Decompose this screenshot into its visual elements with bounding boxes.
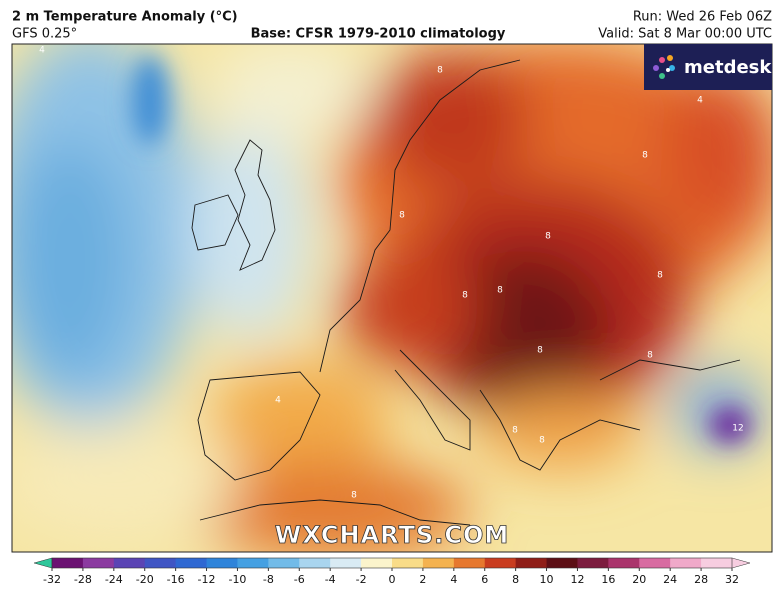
- contour-label: 8: [462, 291, 468, 301]
- colorbar-tick-label: -2: [356, 573, 367, 586]
- colorbar-tick-label: 6: [481, 573, 488, 586]
- colorbar-tick-label: -6: [294, 573, 305, 586]
- colorbar-segment: [82, 558, 115, 568]
- colorbar-segment: [206, 558, 238, 568]
- watermark: WXCHARTS.COM: [275, 521, 509, 549]
- logo-icon: [653, 55, 675, 79]
- colorbar-segment: [453, 558, 486, 568]
- contour-label: 8: [657, 271, 663, 281]
- colorbar-tick-label: -4: [325, 573, 336, 586]
- colorbar-tick-label: 20: [632, 573, 646, 586]
- colorbar-tick-label: 24: [663, 573, 677, 586]
- contour-label: 8: [545, 232, 551, 242]
- contour-label: 12: [732, 424, 743, 434]
- colorbar-tick-label: 12: [570, 573, 584, 586]
- colorbar-segment: [577, 558, 609, 568]
- coastlines: [191, 59, 741, 526]
- colorbar-segment: [670, 558, 702, 568]
- colorbar-tick-label: -20: [136, 573, 154, 586]
- colorbar-segment: [299, 558, 331, 568]
- colorbar-tick-label: 0: [389, 573, 396, 586]
- colorbar-segment: [546, 558, 578, 568]
- title: 2 m Temperature Anomaly (°C): [12, 10, 238, 25]
- contour-label: 4: [275, 396, 281, 406]
- colorbar-tick-label: 32: [725, 573, 739, 586]
- colorbar-segment: [330, 558, 362, 568]
- run: Run: Wed 26 Feb 06Z: [633, 10, 772, 25]
- colorbar-tick-label: -10: [228, 573, 246, 586]
- logo-text: metdesk: [684, 57, 772, 78]
- colorbar-segment: [268, 558, 300, 568]
- colorbar-tick-label: -8: [263, 573, 274, 586]
- colorbar-tick-label: 16: [601, 573, 615, 586]
- contour-label: 8: [539, 436, 545, 446]
- contour-label: 4: [697, 96, 703, 106]
- valid: Valid: Sat 8 Mar 00:00 UTC: [598, 27, 772, 42]
- colorbar-segment: [639, 558, 671, 568]
- map: [12, 44, 772, 552]
- colorbar-tick-label: 4: [450, 573, 457, 586]
- contour-label: 8: [399, 211, 405, 221]
- colorbar-tick-label: -16: [167, 573, 185, 586]
- colorbar-segment: [701, 558, 733, 568]
- colorbar-over: [731, 557, 751, 569]
- colorbar-segment: [144, 558, 177, 568]
- colorbar-segment: [52, 558, 84, 568]
- contour-label: 8: [497, 286, 503, 296]
- base: Base: CFSR 1979-2010 climatology: [251, 27, 506, 42]
- contour-label: 8: [437, 66, 443, 76]
- colorbar-tick-label: -24: [105, 573, 123, 586]
- colorbar-tick-label: -32: [43, 573, 61, 586]
- colorbar-segment: [113, 558, 146, 568]
- colorbar-tick-label: -28: [74, 573, 92, 586]
- contour-label: 8: [351, 491, 357, 501]
- colorbar-segment: [392, 558, 424, 568]
- colorbar-segment: [484, 558, 517, 568]
- colorbar-tick-label: 28: [694, 573, 708, 586]
- colorbar-segment: [361, 558, 393, 568]
- colorbar-tick-label: 8: [512, 573, 519, 586]
- contour-label: 8: [642, 151, 648, 161]
- colorbar-segment: [175, 558, 208, 568]
- colorbar-segment: [515, 558, 548, 568]
- colorbar-tick-label: 2: [419, 573, 426, 586]
- model: GFS 0.25°: [12, 27, 77, 42]
- colorbar-segment: [422, 558, 455, 568]
- colorbar-segment: [608, 558, 640, 568]
- logo-box: [644, 44, 772, 90]
- contour-label: 8: [537, 346, 543, 356]
- colorbar-segment: [237, 558, 269, 568]
- colorbar-tick-label: -12: [198, 573, 216, 586]
- colorbar-tick-label: 10: [540, 573, 554, 586]
- contour-label: 8: [512, 426, 518, 436]
- contour-label: 8: [647, 351, 653, 361]
- contour-label: 4: [39, 46, 45, 56]
- colorbar-under: [33, 557, 53, 569]
